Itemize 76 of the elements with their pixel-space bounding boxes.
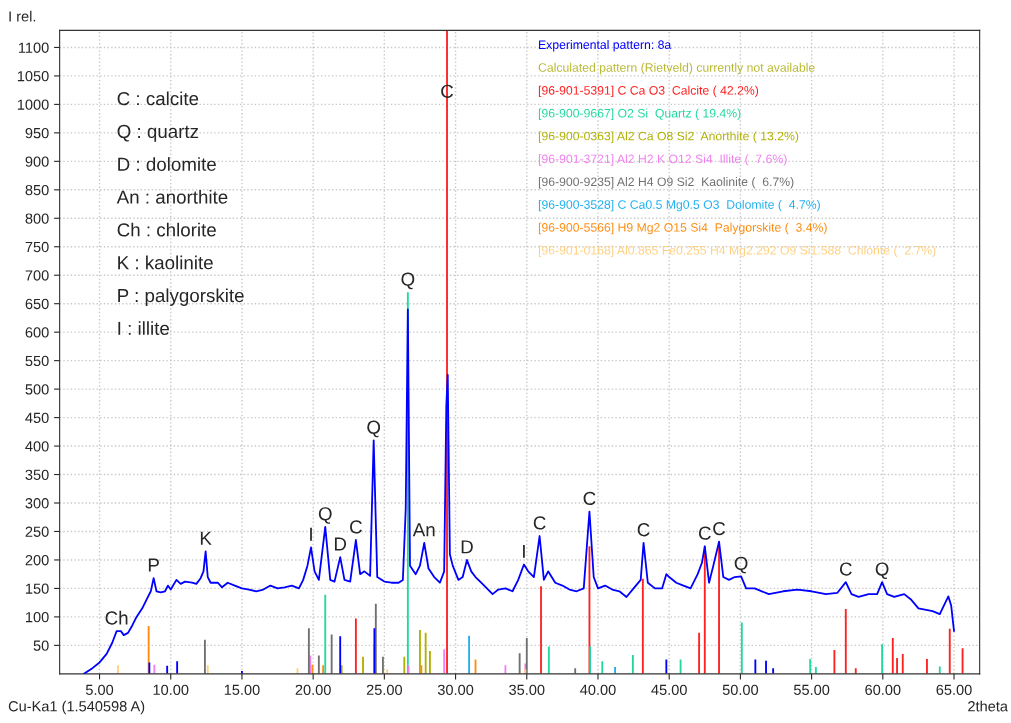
y-tick-label: 900 [25,156,49,167]
annotation: C : calcite [117,91,199,106]
annotation: I [523,544,525,558]
text: [96-900-0363] Al2 Ca O8 Si2 Anorthite ( 13.2%) [538,131,799,143]
y-tick-label: 300 [25,498,49,509]
y-tick-label: 100 [26,611,49,623]
y-tick-label: 400 [25,441,49,452]
y-tick-label: 250 [25,526,49,537]
y-tick-label: 150 [26,583,49,594]
annotation: C [350,520,362,534]
annotation: K [200,531,212,545]
y-tick-label: 50 [33,640,49,651]
y-axis-title: I rel. [9,10,36,22]
x-tick-label: 20.00 [295,684,331,695]
y-tick-label: 200 [25,555,49,566]
annotation: C [533,516,546,530]
annotation: Calculated pattern (Rietveld) currently not available [538,62,815,75]
x-tick-label: 60.00 [865,684,901,695]
annotation: Q [734,556,748,574]
y-tick-label: 700 [25,270,49,281]
annotation: An : anorthite [116,189,228,204]
x-axis-title: 2theta [968,700,1008,712]
annotation: C [713,521,726,536]
y-tick-label: 1000 [17,99,49,110]
x-tick-label: 40.00 [580,684,616,695]
y-tick-label: 600 [25,327,49,338]
x-tick-label: 5.00 [85,684,114,695]
annotation: Q [367,420,381,438]
x-tick-label: 15.00 [224,684,260,695]
x-tick-label: 30.00 [437,684,474,695]
x-tick-label: 25.00 [366,684,403,695]
annotation: Q : quartz [117,124,199,142]
x-tick-label: 55.00 [793,684,830,695]
annotation: D [461,540,473,554]
y-tick-label: 550 [25,355,49,367]
annotation: C [698,526,711,540]
text: [96-900-3528] C Ca0.5 Mg0.5 O3 Dolomite ( 4.7%) [538,199,820,212]
y-tick-label: 650 [25,298,49,310]
y-tick-label: 350 [25,469,49,480]
text: Experimental pattern: 8a [539,40,672,52]
y-tick-label: 500 [25,384,49,395]
annotation: P [148,558,159,572]
y-tick-label: 800 [25,213,49,224]
y-tick-label: 1050 [17,71,49,82]
annotation: P : palygorskite [118,288,244,306]
annotation: I : illite [118,321,169,335]
annotation: Q [401,272,415,290]
annotation: Ch : chlorite [117,222,216,237]
x-tick-label: 35.00 [509,684,545,695]
text: [96-901-0168] Al0.865 Fe0.255 H4 Mg2.292 O9 Si1.588 Chlorite ( 2.7%) [538,245,936,257]
x-tick-label: 65.00 [936,684,972,695]
x-tick-label: 50.00 [722,684,759,695]
annotation: C [839,562,852,576]
annotation: D [334,537,347,551]
text: [96-901-3721] Al2 H2 K O12 Si4 Illite ( 7.6%) [538,154,787,166]
annotation: Ch [105,610,128,625]
annotation: Q [875,562,889,580]
annotation: C [583,491,596,506]
y-tick-label: 1100 [18,42,49,53]
y-tick-label: 950 [25,127,49,139]
annotation: K : kaolinite [118,255,213,270]
text: Cu-Ka1 (1.540598 A) [8,700,145,715]
text: [96-900-5566] H9 Mg2 O15 Si4 Palygorskite ( 3.4%) [538,222,827,235]
y-tick-label: 850 [25,184,49,196]
y-tick-label: 750 [25,241,49,253]
annotation: D : dolomite [118,157,216,171]
annotation: An [412,523,435,537]
text: [96-901-5391] C Ca O3 Calcite ( 42.2%) [538,85,759,98]
annotation: I [310,527,312,541]
text: [96-900-9235] Al2 H4 O9 Si2 Kaolinite ( 6.7%) [538,177,794,189]
x-tick-label: 45.00 [651,684,687,695]
y-tick-label: 450 [25,412,49,424]
annotation: C [637,523,650,537]
x-tick-label: 10.00 [153,684,189,695]
annotation: Q [318,507,332,524]
text: [96-900-9667] O2 Si Quartz ( 19.4%) [538,108,741,120]
